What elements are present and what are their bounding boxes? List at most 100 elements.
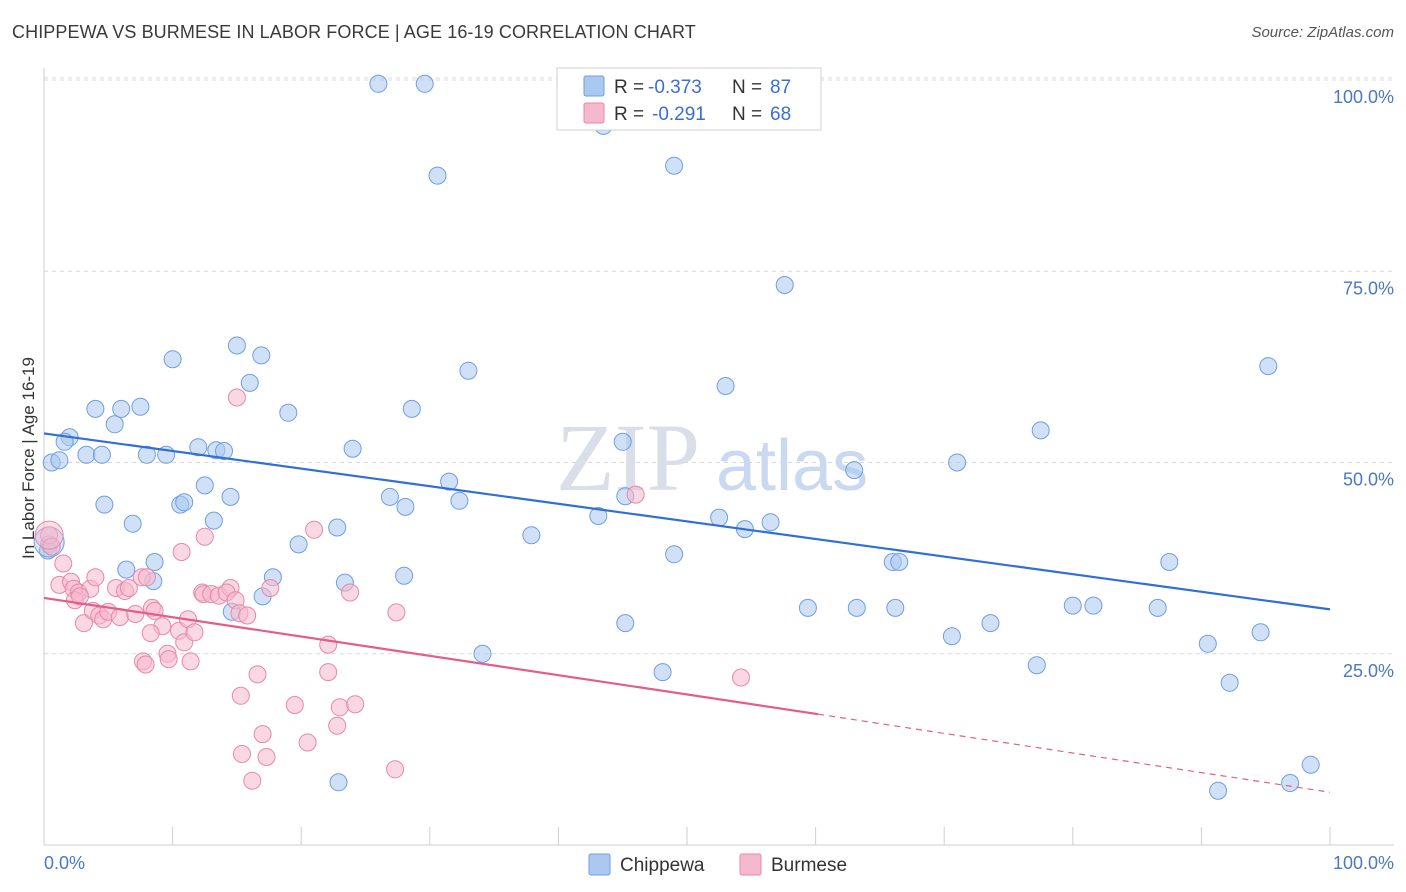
point-burmese bbox=[195, 527, 214, 546]
point-chippewa bbox=[1148, 598, 1167, 617]
point-chippewa bbox=[195, 476, 214, 495]
point-chippewa bbox=[450, 491, 469, 510]
point-burmese bbox=[141, 624, 160, 643]
point-burmese bbox=[298, 733, 317, 752]
bottom-legend-swatch-burmese bbox=[739, 853, 762, 876]
point-burmese bbox=[243, 771, 262, 790]
bottom-legend: Chippewa Burmese bbox=[588, 853, 847, 876]
point-chippewa bbox=[117, 560, 136, 579]
point-chippewa bbox=[428, 166, 447, 185]
legend-swatch-burmese bbox=[583, 102, 605, 124]
legend-n-label-chippewa: N = bbox=[732, 77, 762, 98]
point-burmese bbox=[74, 614, 93, 633]
point-burmese bbox=[71, 587, 89, 606]
point-burmese bbox=[137, 568, 156, 587]
legend-r-label-burmese: R = bbox=[614, 104, 644, 125]
x-tick-label-min: 0.0% bbox=[44, 853, 85, 873]
point-chippewa bbox=[1301, 755, 1320, 774]
point-chippewa bbox=[289, 535, 308, 554]
series-chippewa-points bbox=[33, 74, 1320, 800]
point-chippewa bbox=[279, 403, 298, 422]
point-burmese bbox=[86, 568, 105, 587]
axes bbox=[43, 68, 1394, 846]
point-burmese bbox=[54, 554, 73, 573]
point-chippewa bbox=[77, 445, 96, 464]
point-chippewa bbox=[1027, 656, 1046, 675]
point-chippewa bbox=[847, 598, 866, 617]
point-chippewa bbox=[1251, 623, 1270, 642]
point-chippewa bbox=[123, 514, 142, 533]
legend-r-label-chippewa: R = bbox=[614, 77, 644, 98]
point-burmese bbox=[136, 655, 155, 674]
x-tick-labels: 0.0% 100.0% bbox=[44, 853, 1394, 873]
y-tick-labels: 25.0% 50.0% 75.0% 100.0% bbox=[1333, 87, 1394, 681]
trend-line-burmese-extension bbox=[818, 713, 1331, 793]
point-chippewa bbox=[798, 598, 817, 617]
point-burmese bbox=[330, 698, 349, 717]
point-chippewa bbox=[252, 346, 271, 365]
point-chippewa bbox=[1209, 781, 1228, 800]
trend-line-chippewa bbox=[43, 432, 1331, 611]
point-chippewa bbox=[1031, 421, 1050, 440]
point-chippewa bbox=[343, 439, 362, 458]
bottom-legend-swatch-chippewa bbox=[588, 853, 611, 876]
point-chippewa bbox=[613, 432, 632, 451]
point-burmese bbox=[145, 601, 164, 620]
point-chippewa bbox=[890, 553, 909, 571]
point-chippewa bbox=[112, 399, 131, 418]
y-tick-label: 50.0% bbox=[1343, 470, 1394, 490]
point-chippewa bbox=[189, 438, 208, 457]
bottom-legend-label-chippewa: Chippewa bbox=[620, 855, 705, 876]
y-tick-label: 75.0% bbox=[1343, 278, 1394, 298]
point-chippewa bbox=[131, 397, 150, 416]
point-chippewa bbox=[415, 74, 434, 93]
point-chippewa bbox=[402, 399, 421, 418]
point-burmese bbox=[319, 663, 338, 682]
point-chippewa bbox=[329, 773, 348, 792]
point-chippewa bbox=[227, 336, 246, 355]
point-chippewa bbox=[761, 513, 780, 532]
point-chippewa bbox=[459, 361, 478, 380]
legend-swatch-chippewa bbox=[583, 75, 605, 97]
bottom-legend-label-burmese: Burmese bbox=[771, 855, 847, 876]
point-chippewa bbox=[589, 507, 608, 525]
point-burmese bbox=[261, 579, 280, 597]
point-chippewa bbox=[92, 445, 111, 464]
point-burmese bbox=[231, 686, 250, 705]
point-burmese bbox=[159, 650, 178, 669]
point-chippewa bbox=[1063, 596, 1082, 615]
point-chippewa bbox=[86, 399, 105, 418]
point-burmese bbox=[238, 606, 257, 625]
y-tick-label: 100.0% bbox=[1333, 87, 1394, 107]
point-chippewa bbox=[886, 598, 905, 617]
grid-lines bbox=[44, 77, 1394, 655]
point-chippewa bbox=[396, 497, 415, 516]
legend-n-value-chippewa: 87 bbox=[770, 77, 791, 98]
chart-title: CHIPPEWA VS BURMESE IN LABOR FORCE | AGE… bbox=[12, 22, 696, 42]
legend: R = -0.373 N = 87 R = -0.291 N = 68 bbox=[556, 67, 822, 131]
point-chippewa bbox=[775, 276, 794, 294]
point-burmese bbox=[257, 748, 276, 766]
chart-source: Source: ZipAtlas.com bbox=[1251, 24, 1394, 41]
point-burmese bbox=[233, 745, 251, 763]
point-chippewa bbox=[50, 451, 69, 470]
trend-lines bbox=[43, 432, 1331, 793]
point-chippewa bbox=[473, 644, 492, 663]
legend-n-value-burmese: 68 bbox=[770, 104, 791, 125]
point-burmese bbox=[126, 605, 145, 623]
point-burmese bbox=[42, 537, 61, 556]
point-chippewa bbox=[616, 614, 635, 633]
point-chippewa bbox=[1160, 553, 1179, 571]
point-chippewa bbox=[328, 518, 347, 537]
trend-line-burmese bbox=[43, 596, 819, 716]
point-chippewa bbox=[240, 373, 259, 392]
point-chippewa bbox=[204, 511, 223, 530]
point-chippewa bbox=[145, 553, 164, 571]
point-burmese bbox=[181, 652, 200, 671]
watermark-atlas: atlas bbox=[716, 426, 868, 506]
point-chippewa bbox=[369, 74, 388, 93]
point-burmese bbox=[119, 579, 138, 597]
legend-n-label-burmese: N = bbox=[732, 104, 762, 125]
y-tick-label: 25.0% bbox=[1343, 661, 1394, 681]
point-chippewa bbox=[395, 566, 414, 585]
